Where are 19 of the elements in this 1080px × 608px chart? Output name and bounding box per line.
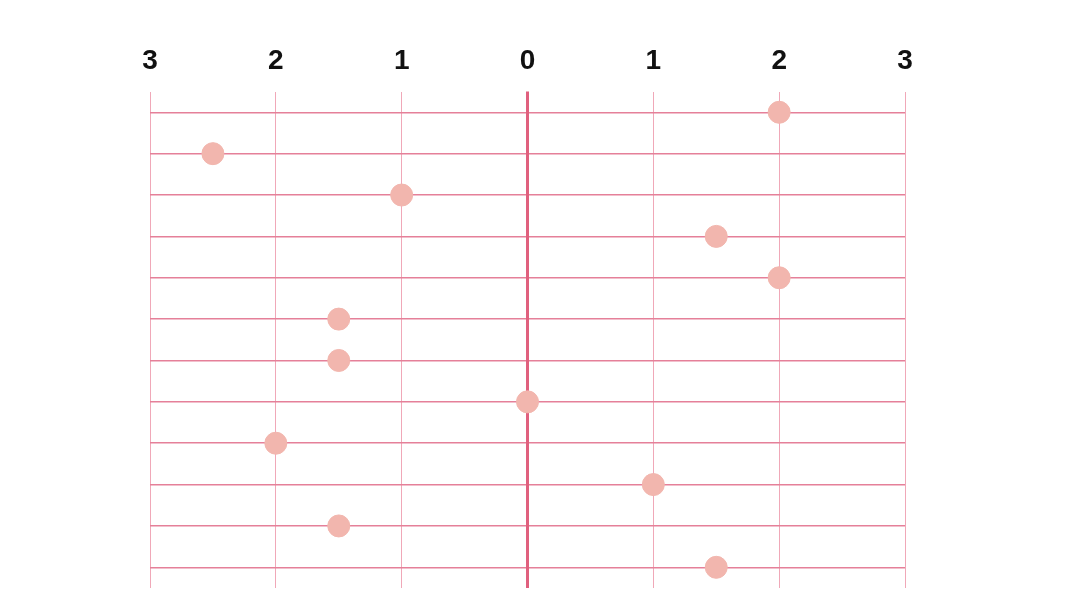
x-tick-label: 3 [142, 43, 158, 75]
point [641, 473, 665, 497]
x-tick-label: 1 [645, 43, 662, 75]
point [390, 183, 414, 207]
x-tick-label: 2 [771, 43, 787, 75]
point [327, 348, 351, 372]
point [327, 307, 351, 331]
point [704, 555, 728, 579]
point [201, 142, 225, 166]
x-tick-label: 3 [897, 43, 913, 75]
point [767, 266, 791, 290]
x-tick-label: 2 [268, 43, 284, 75]
x-tick-label: 1 [393, 43, 410, 75]
point [264, 431, 288, 455]
point [327, 514, 351, 538]
point [767, 100, 791, 124]
point [516, 390, 539, 414]
x-tick-label: 0 [519, 43, 536, 75]
point [704, 224, 728, 248]
